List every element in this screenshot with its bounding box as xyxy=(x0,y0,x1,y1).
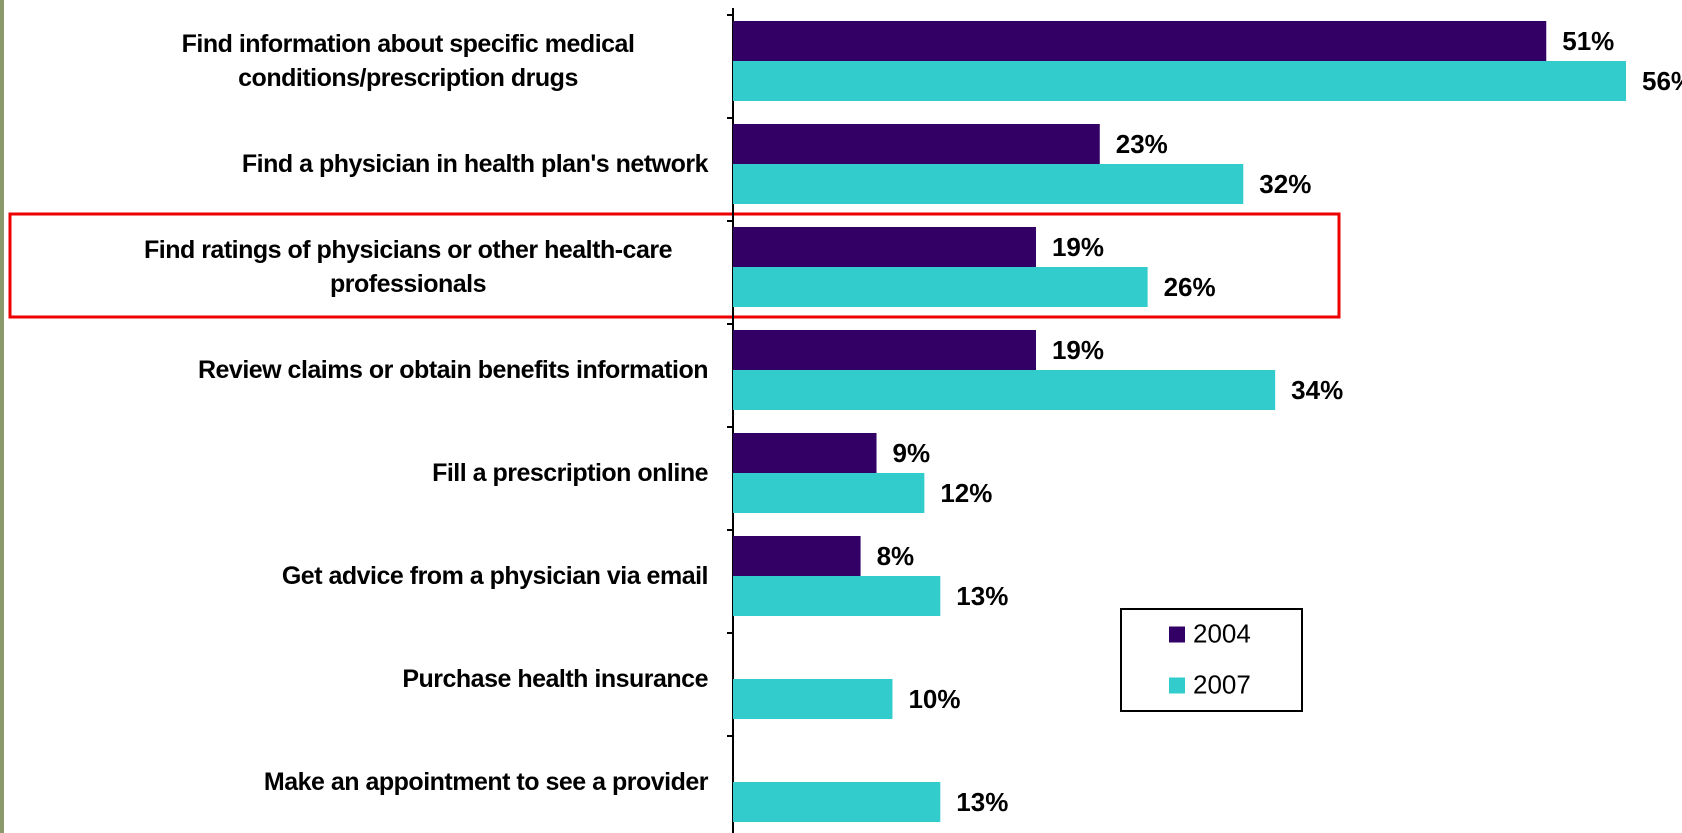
category-label: Find information about specific medical … xyxy=(181,30,635,92)
value-label: 26% xyxy=(1164,272,1216,302)
legend-swatch xyxy=(1169,677,1185,694)
value-label: 56% xyxy=(1642,66,1682,96)
bar xyxy=(733,267,1148,307)
page-edge xyxy=(0,0,4,833)
category-label: Find ratings of physicians or other heal… xyxy=(144,236,673,298)
bar xyxy=(733,433,877,473)
category-label: Review claims or obtain benefits informa… xyxy=(197,356,709,384)
value-label: 51% xyxy=(1562,26,1614,56)
value-label: 19% xyxy=(1052,232,1104,262)
category-label: Find a physician in health plan's networ… xyxy=(241,150,709,178)
legend-box xyxy=(1120,608,1303,712)
bar xyxy=(733,227,1036,267)
bar xyxy=(733,124,1100,164)
legend-label: 2007 xyxy=(1193,669,1251,699)
highlight-box xyxy=(8,212,1341,319)
value-label: 9% xyxy=(893,438,931,468)
bar xyxy=(733,61,1626,101)
bar xyxy=(733,536,861,576)
bar xyxy=(733,473,925,513)
value-label: 8% xyxy=(877,541,915,571)
value-label: 23% xyxy=(1116,129,1168,159)
legend-label: 2004 xyxy=(1193,618,1251,648)
value-label: 12% xyxy=(940,478,992,508)
bar xyxy=(733,576,941,616)
bar xyxy=(733,164,1244,204)
bar xyxy=(733,679,893,719)
bar xyxy=(733,782,941,822)
bar xyxy=(733,370,1276,410)
category-label: Make an appointment to see a provider xyxy=(263,768,709,796)
category-label: Fill a prescription online xyxy=(432,459,708,487)
bar xyxy=(733,21,1547,61)
category-label: Purchase health insurance xyxy=(402,665,708,693)
value-label: 32% xyxy=(1259,169,1311,199)
value-label: 34% xyxy=(1291,375,1343,405)
bar xyxy=(733,330,1036,370)
legend-swatch xyxy=(1169,626,1185,643)
value-label: 13% xyxy=(956,787,1008,817)
category-label: Get advice from a physician via email xyxy=(281,562,709,590)
value-label: 13% xyxy=(956,581,1008,611)
value-label: 19% xyxy=(1052,335,1104,365)
value-label: 10% xyxy=(908,684,960,714)
